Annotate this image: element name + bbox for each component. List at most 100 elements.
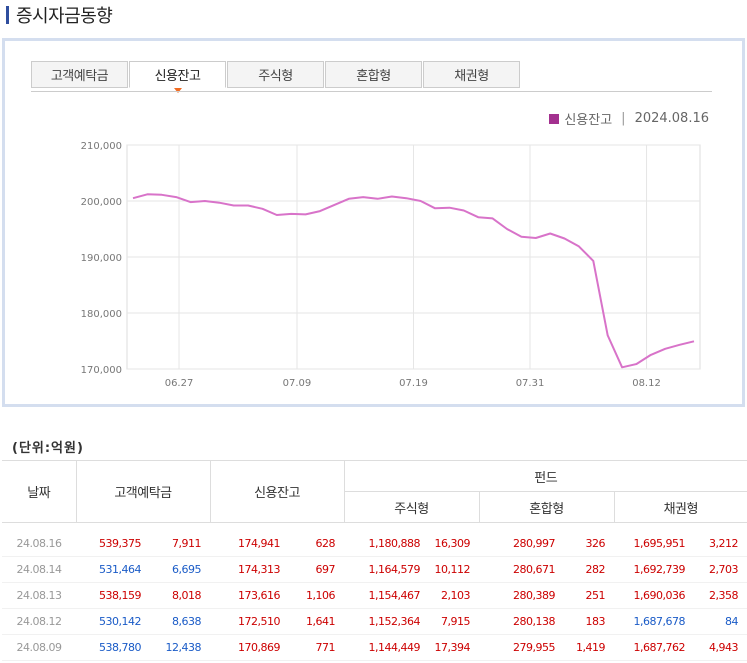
cell-value: 1,641 [306, 615, 336, 628]
chart-panel: 고객예탁금 신용잔고 주식형 혼합형 채권형 신용잔고 | 2024.08.16… [2, 38, 745, 407]
legend-series-label: 신용잔고 [564, 113, 613, 128]
cell-value: 1,106 [306, 589, 336, 602]
cell-value: 530,142 [99, 615, 142, 628]
x-tick-label: 06.27 [165, 378, 194, 389]
cell-value: 1,687,762 [633, 641, 686, 654]
cell-value: 174,941 [238, 537, 281, 550]
chart-legend: 신용잔고 | 2024.08.16 [549, 109, 709, 128]
page-header: 증시자금동향 [0, 2, 113, 28]
cell-date: 24.08.14 [16, 563, 62, 576]
cell-value: 2,358 [709, 589, 739, 602]
tab-stock-fund[interactable]: 주식형 [227, 61, 324, 88]
cell-value: 10,112 [434, 563, 471, 576]
cell-value: 17,394 [434, 641, 471, 654]
tabs-divider [31, 91, 712, 92]
cell-date: 24.08.16 [16, 537, 62, 550]
x-tick-label: 07.09 [283, 378, 312, 389]
cell-value: 1,152,364 [368, 615, 421, 628]
y-tick-label: 190,000 [81, 253, 122, 264]
header-mixed-fund: 혼합형 [478, 491, 615, 523]
cell-value: 1,687,678 [633, 615, 686, 628]
line-chart: 170,000 180,000 190,000 200,000 210,000 06.27… [81, 141, 701, 389]
table-unit-label: (단위:억원) [12, 441, 84, 456]
cell-value: 2,703 [709, 563, 739, 576]
cell-value: 16,309 [434, 537, 471, 550]
header-date: 날짜 [2, 460, 77, 523]
cell-value: 183 [585, 615, 606, 628]
x-tick-label: 07.19 [399, 378, 428, 389]
cell-value: 172,510 [238, 615, 281, 628]
cell-value: 1,144,449 [368, 641, 421, 654]
cell-value: 280,671 [513, 563, 556, 576]
header-stock-fund: 주식형 [343, 491, 480, 523]
cell-date: 24.08.13 [16, 589, 62, 602]
cell-value: 1,692,739 [633, 563, 686, 576]
table-row: 24.08.12 530,142 8,638 172,510 1,641 1,152,36… [2, 609, 747, 635]
cell-value: 771 [315, 641, 336, 654]
cell-value: 280,138 [513, 615, 556, 628]
legend-separator: | [621, 111, 626, 126]
cell-value: 4,943 [709, 641, 739, 654]
tab-label: 고객예탁금 [50, 69, 109, 84]
active-tab-caret-icon [173, 88, 182, 93]
cell-value: 531,464 [99, 563, 142, 576]
cell-value: 1,695,951 [633, 537, 686, 550]
cell-value: 8,018 [172, 589, 202, 602]
cell-value: 84 [725, 615, 739, 628]
cell-value: 1,164,579 [368, 563, 421, 576]
cell-value: 697 [315, 563, 336, 576]
cell-value: 628 [315, 537, 336, 550]
tab-mixed-fund[interactable]: 혼합형 [325, 61, 422, 88]
y-tick-label: 200,000 [81, 197, 122, 208]
chart-tabs: 고객예탁금 신용잔고 주식형 혼합형 채권형 [31, 61, 521, 93]
cell-value: 1,154,467 [368, 589, 421, 602]
cell-value: 538,159 [99, 589, 142, 602]
cell-value: 326 [585, 537, 606, 550]
table-row: 24.08.09 538,780 12,438 170,869 771 1,144,449… [2, 635, 747, 661]
legend-swatch [549, 113, 560, 124]
x-tick-label: 08.12 [632, 378, 661, 389]
header-bond-fund: 채권형 [613, 491, 747, 523]
tab-label: 혼합형 [356, 69, 391, 84]
header-credit-balance: 신용잔고 [209, 460, 345, 523]
tab-credit-balance[interactable]: 신용잔고 [129, 61, 226, 93]
cell-value: 6,695 [172, 563, 202, 576]
y-tick-label: 180,000 [81, 309, 122, 320]
table-body: 24.08.16 539,375 7,911 174,941 628 1,180,888 1… [2, 523, 747, 661]
tab-label: 신용잔고 [154, 69, 201, 84]
tab-label: 주식형 [258, 69, 293, 84]
cell-value: 539,375 [99, 537, 142, 550]
table-row: 24.08.16 539,375 7,911 174,941 628 1,180,888 1… [2, 531, 747, 557]
header-deposit: 고객예탁금 [75, 460, 211, 523]
cell-value: 12,438 [165, 641, 202, 654]
cell-value: 2,103 [441, 589, 471, 602]
y-tick-label: 170,000 [81, 365, 122, 376]
cell-date: 24.08.09 [16, 641, 62, 654]
cell-value: 282 [585, 563, 606, 576]
cell-value: 173,616 [238, 589, 281, 602]
cell-value: 3,212 [709, 537, 739, 550]
tab-deposit[interactable]: 고객예탁금 [31, 61, 128, 88]
tab-bond-fund[interactable]: 채권형 [423, 61, 520, 88]
y-tick-label: 210,000 [81, 141, 122, 152]
cell-value: 170,869 [238, 641, 281, 654]
tab-label: 채권형 [454, 69, 489, 84]
cell-value: 8,638 [172, 615, 202, 628]
x-tick-label: 07.31 [516, 378, 545, 389]
title-accent-bar [6, 6, 9, 24]
cell-value: 7,915 [441, 615, 471, 628]
header-fund: 펀드 [343, 460, 747, 492]
cell-value: 174,313 [238, 563, 281, 576]
page-title: 증시자금동향 [16, 6, 113, 27]
cell-value: 1,419 [576, 641, 606, 654]
table-row: 24.08.14 531,464 6,695 174,313 697 1,164,579 1… [2, 557, 747, 583]
cell-value: 279,955 [513, 641, 556, 654]
cell-date: 24.08.12 [16, 615, 62, 628]
cell-value: 1,690,036 [633, 589, 686, 602]
cell-value: 1,180,888 [368, 537, 421, 550]
series-line [132, 193, 695, 369]
cell-value: 280,997 [513, 537, 556, 550]
cell-value: 280,389 [513, 589, 556, 602]
cell-value: 7,911 [172, 537, 202, 550]
fund-flow-table: 날짜 고객예탁금 신용잔고 펀드 주식형 혼합형 채권형 24.08.16 539… [2, 460, 747, 661]
